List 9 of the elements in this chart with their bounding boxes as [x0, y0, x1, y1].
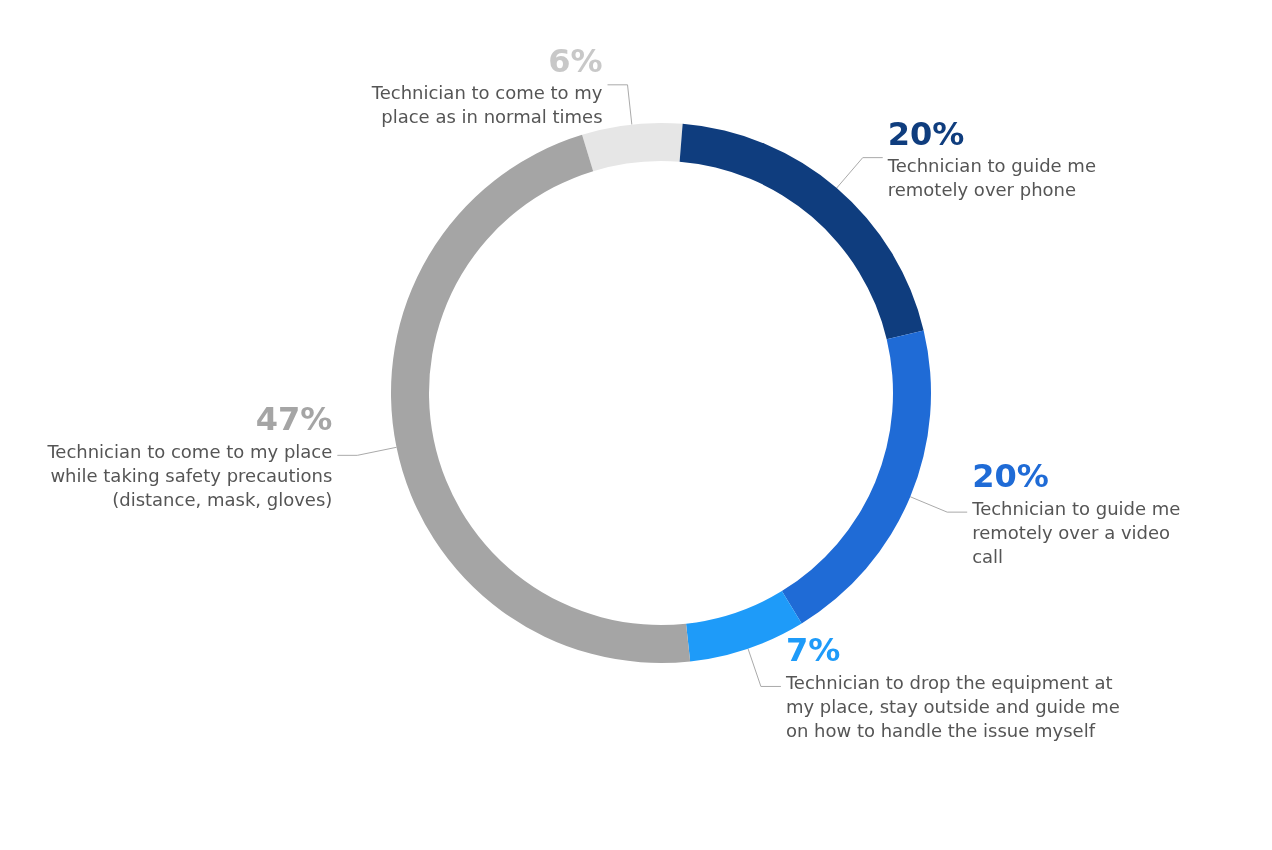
- slice-label: Technician to guide me remotely over a video call: [971, 497, 1181, 567]
- data-label: 20%: [887, 114, 965, 153]
- data-label: 20%: [972, 457, 1049, 496]
- slice-label: Technician to come to my place as in normal times: [370, 82, 603, 128]
- slice-label: Technician to come to my place while taking safety precautions (distance, mask, gloves): [46, 440, 333, 510]
- data-label: 47%: [255, 400, 333, 439]
- slice-label: Technician to guide me remotely over phone: [886, 155, 1096, 201]
- slice-label: Technician to drop the equipment at my place, stay outside and guide me on how to handle the issue myself: [784, 671, 1120, 741]
- data-label: 7%: [785, 631, 841, 670]
